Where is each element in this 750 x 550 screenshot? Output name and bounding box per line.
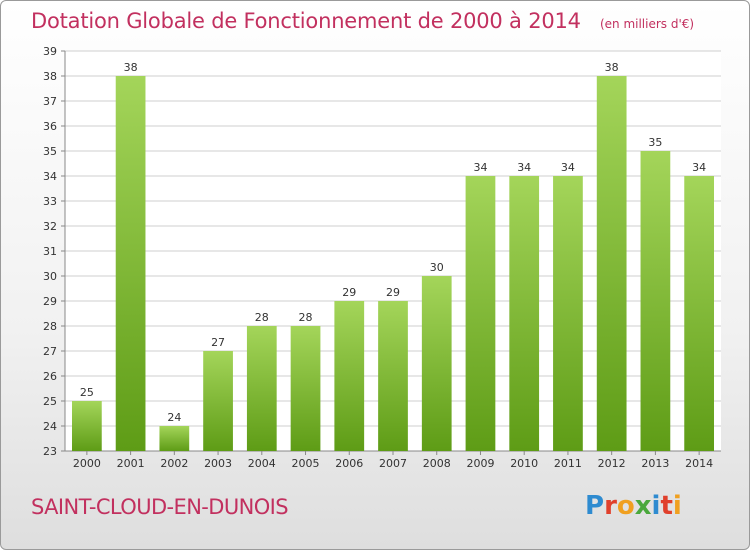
data-label-2003: 27 xyxy=(211,336,225,349)
bar-2008 xyxy=(421,276,452,451)
bar-2013 xyxy=(640,151,671,451)
data-label-2000: 25 xyxy=(80,386,94,399)
data-label-2001: 38 xyxy=(124,61,138,74)
y-tick-label: 35 xyxy=(43,145,57,158)
data-label-2004: 28 xyxy=(255,311,269,324)
proxiti-logo: Proxiti xyxy=(585,491,682,521)
bar-2011 xyxy=(553,176,583,451)
x-tick-label-2004: 2004 xyxy=(248,457,276,470)
bar-2000 xyxy=(71,401,102,451)
y-tick-label: 26 xyxy=(43,370,57,383)
y-tick-label: 23 xyxy=(43,445,57,458)
y-tick-label: 37 xyxy=(43,95,57,108)
y-tick-label: 39 xyxy=(43,45,57,58)
chart-title: Dotation Globale de Fonctionnement de 20… xyxy=(31,9,581,33)
data-label-2007: 29 xyxy=(386,286,400,299)
data-label-2009: 34 xyxy=(473,161,487,174)
data-label-2002: 24 xyxy=(167,411,181,424)
bar-2007 xyxy=(378,301,408,451)
y-tick-label: 38 xyxy=(43,70,57,83)
data-label-2005: 28 xyxy=(299,311,313,324)
x-tick-label-2014: 2014 xyxy=(685,457,713,470)
x-tick-label-2007: 2007 xyxy=(379,457,407,470)
x-tick-label-2002: 2002 xyxy=(160,457,188,470)
x-tick-label-2009: 2009 xyxy=(466,457,494,470)
x-tick-label-2013: 2013 xyxy=(641,457,669,470)
data-label-2006: 29 xyxy=(342,286,356,299)
chart-unit-note: (en milliers d'€) xyxy=(599,17,695,31)
data-label-2008: 30 xyxy=(430,261,444,274)
y-tick-label: 24 xyxy=(43,420,57,433)
bar-2003 xyxy=(203,351,233,451)
x-tick-label-2008: 2008 xyxy=(423,457,451,470)
data-label-2013: 35 xyxy=(648,136,662,149)
y-tick-label: 27 xyxy=(43,345,57,358)
y-tick-label: 36 xyxy=(43,120,57,133)
y-tick-label: 28 xyxy=(43,320,57,333)
x-tick-label-2006: 2006 xyxy=(335,457,363,470)
bar-2014 xyxy=(684,176,715,451)
logo-letter: i xyxy=(672,491,682,521)
logo-letter: x xyxy=(634,491,652,521)
y-tick-label: 31 xyxy=(43,245,57,258)
x-tick-label-2011: 2011 xyxy=(554,457,582,470)
x-tick-label-2005: 2005 xyxy=(292,457,320,470)
bar-2001 xyxy=(115,76,146,451)
x-tick-label-2010: 2010 xyxy=(510,457,538,470)
data-label-2010: 34 xyxy=(517,161,531,174)
y-tick-label: 33 xyxy=(43,195,57,208)
x-tick-label-2001: 2001 xyxy=(117,457,145,470)
y-tick-label: 25 xyxy=(43,395,57,408)
bar-2002 xyxy=(159,426,190,451)
data-label-2014: 34 xyxy=(692,161,706,174)
chart-title-row: Dotation Globale de Fonctionnement de 20… xyxy=(31,9,694,33)
x-tick-label-2000: 2000 xyxy=(73,457,101,470)
bar-2009 xyxy=(465,176,496,451)
y-tick-label: 29 xyxy=(43,295,57,308)
logo-letter: i xyxy=(651,491,661,521)
logo-letter: P xyxy=(585,491,605,521)
bar-2006 xyxy=(334,301,365,451)
logo-letter: t xyxy=(660,491,673,521)
data-label-2011: 34 xyxy=(561,161,575,174)
bar-2010 xyxy=(509,176,540,451)
x-tick-label-2003: 2003 xyxy=(204,457,232,470)
logo-letter: r xyxy=(604,491,617,521)
bar-2012 xyxy=(596,76,627,451)
logo-letter: o xyxy=(616,491,635,521)
x-tick-label-2012: 2012 xyxy=(598,457,626,470)
y-tick-label: 34 xyxy=(43,170,57,183)
y-tick-label: 32 xyxy=(43,220,57,233)
bar-2004 xyxy=(246,326,277,451)
city-name: SAINT-CLOUD-EN-DUNOIS xyxy=(31,495,289,519)
data-label-2012: 38 xyxy=(605,61,619,74)
y-tick-label: 30 xyxy=(43,270,57,283)
bar-2005 xyxy=(290,326,321,451)
